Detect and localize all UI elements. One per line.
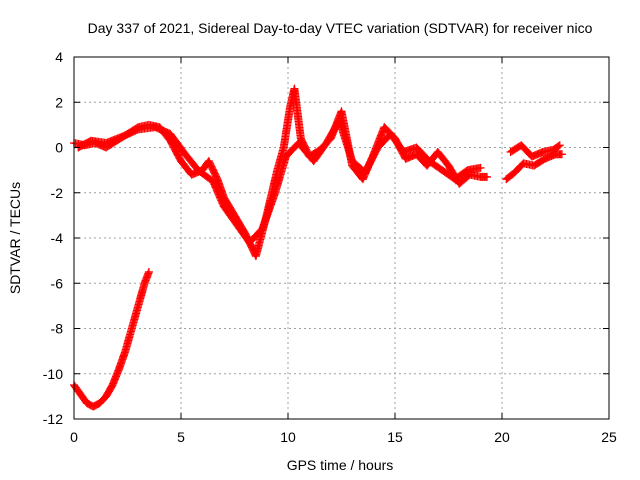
data-point — [555, 141, 564, 150]
data-point — [554, 142, 563, 151]
data-points — [70, 84, 566, 411]
y-tick-label: -4 — [51, 230, 64, 246]
data-point — [557, 150, 566, 159]
x-tick-label: 20 — [494, 429, 510, 445]
y-tick-label: -12 — [43, 411, 63, 427]
x-tick-label: 25 — [601, 429, 617, 445]
y-tick-label: 4 — [55, 49, 63, 65]
y-axis-label: SDTVAR / TECUs — [7, 182, 23, 294]
chart-title: Day 337 of 2021, Sidereal Day-to-day VTE… — [88, 20, 593, 36]
tick-labels: 0 5 10 15 20 25 -12 -10 -8 -6 -4 -2 0 2 4 — [43, 49, 617, 445]
x-tick-label: 5 — [177, 429, 185, 445]
tick-marks — [73, 56, 610, 420]
data-point — [144, 267, 153, 276]
x-tick-label: 15 — [387, 429, 403, 445]
y-tick-label: -10 — [43, 366, 63, 382]
series-late-arc-b — [506, 141, 564, 161]
y-tick-label: 0 — [55, 140, 63, 156]
series-late-arc-a — [502, 150, 566, 184]
x-tick-label: 0 — [70, 429, 78, 445]
y-tick-label: -8 — [51, 321, 64, 337]
y-tick-label: 2 — [55, 94, 63, 110]
y-tick-label: -6 — [51, 275, 64, 291]
series-early-descending-arc — [70, 267, 153, 411]
series-main-arc-b — [74, 116, 485, 247]
y-tick-label: -2 — [51, 185, 64, 201]
x-tick-label: 10 — [280, 429, 296, 445]
data-point — [483, 172, 492, 181]
x-axis-label: GPS time / hours — [287, 457, 394, 473]
data-point — [476, 163, 485, 172]
